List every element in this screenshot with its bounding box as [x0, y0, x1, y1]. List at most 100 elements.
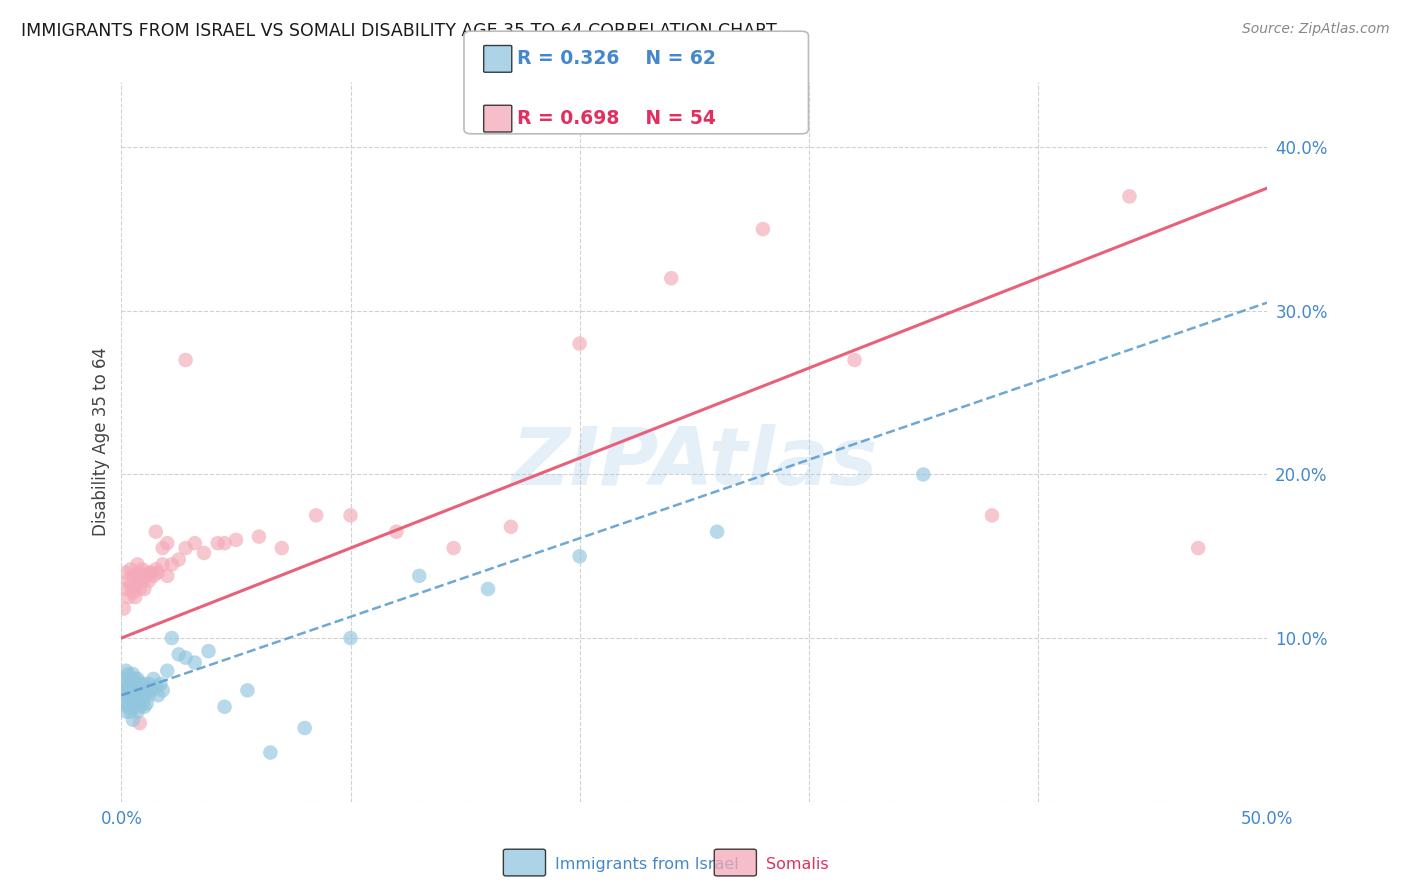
Point	[115, 566, 138, 580]
Point	[305, 508, 328, 523]
Point	[156, 569, 179, 583]
Point	[128, 716, 150, 731]
Point	[122, 713, 145, 727]
Point	[339, 508, 361, 523]
Point	[214, 536, 236, 550]
Point	[167, 552, 190, 566]
Point	[120, 579, 142, 593]
Point	[112, 601, 135, 615]
Point	[127, 693, 149, 707]
Point	[752, 222, 775, 236]
Y-axis label: Disability Age 35 to 64: Disability Age 35 to 64	[93, 347, 110, 536]
Point	[128, 688, 150, 702]
Point	[128, 677, 150, 691]
Point	[141, 683, 163, 698]
Point	[270, 541, 292, 555]
Point	[141, 566, 163, 580]
Point	[117, 590, 139, 604]
Point	[568, 336, 591, 351]
Point	[128, 566, 150, 580]
Point	[236, 683, 259, 698]
Point	[127, 672, 149, 686]
Point	[117, 667, 139, 681]
Point	[174, 541, 197, 555]
Point	[142, 569, 165, 583]
Point	[259, 746, 281, 760]
Point	[120, 683, 142, 698]
Point	[134, 688, 156, 702]
Point	[115, 705, 138, 719]
Point	[117, 688, 139, 702]
Point	[477, 582, 499, 596]
Point	[156, 536, 179, 550]
Point	[706, 524, 728, 539]
Point	[131, 562, 153, 576]
Point	[127, 569, 149, 583]
Point	[138, 688, 160, 702]
Point	[844, 353, 866, 368]
Text: Source: ZipAtlas.com: Source: ZipAtlas.com	[1241, 22, 1389, 37]
Point	[160, 631, 183, 645]
Point	[152, 541, 174, 555]
Point	[294, 721, 316, 735]
Point	[134, 699, 156, 714]
Point	[568, 549, 591, 564]
Text: R = 0.698    N = 54: R = 0.698 N = 54	[517, 109, 716, 128]
Point	[145, 562, 167, 576]
Point	[193, 546, 215, 560]
Text: Somalis: Somalis	[766, 857, 830, 872]
Point	[117, 699, 139, 714]
Point	[131, 574, 153, 588]
Point	[120, 693, 142, 707]
Point	[124, 579, 146, 593]
Point	[135, 569, 157, 583]
Point	[117, 680, 139, 694]
Point	[120, 672, 142, 686]
Point	[112, 683, 135, 698]
Point	[134, 582, 156, 596]
Point	[149, 677, 172, 691]
Text: Immigrants from Israel: Immigrants from Israel	[555, 857, 740, 872]
Point	[115, 582, 138, 596]
Point	[115, 677, 138, 691]
Point	[131, 683, 153, 698]
Point	[152, 558, 174, 572]
Point	[124, 672, 146, 686]
Point	[122, 680, 145, 694]
Point	[167, 648, 190, 662]
Point	[145, 680, 167, 694]
Point	[981, 508, 1004, 523]
Point	[117, 574, 139, 588]
Point	[160, 558, 183, 572]
Point	[912, 467, 935, 482]
Point	[499, 520, 522, 534]
Point	[174, 650, 197, 665]
Point	[659, 271, 682, 285]
Point	[124, 697, 146, 711]
Point	[127, 558, 149, 572]
Point	[135, 680, 157, 694]
Point	[184, 656, 207, 670]
Point	[112, 672, 135, 686]
Point	[124, 683, 146, 698]
Point	[131, 697, 153, 711]
Point	[120, 705, 142, 719]
Point	[115, 683, 138, 698]
Point	[135, 697, 157, 711]
Point	[184, 536, 207, 550]
Point	[122, 569, 145, 583]
Point	[145, 524, 167, 539]
Point	[207, 536, 229, 550]
Point	[128, 699, 150, 714]
Point	[138, 677, 160, 691]
Text: ZIPAtlas: ZIPAtlas	[510, 425, 877, 502]
Point	[138, 566, 160, 580]
Point	[339, 631, 361, 645]
Point	[152, 683, 174, 698]
Point	[122, 699, 145, 714]
Point	[174, 353, 197, 368]
Point	[1187, 541, 1209, 555]
Point	[127, 683, 149, 698]
Point	[247, 530, 270, 544]
Point	[134, 677, 156, 691]
